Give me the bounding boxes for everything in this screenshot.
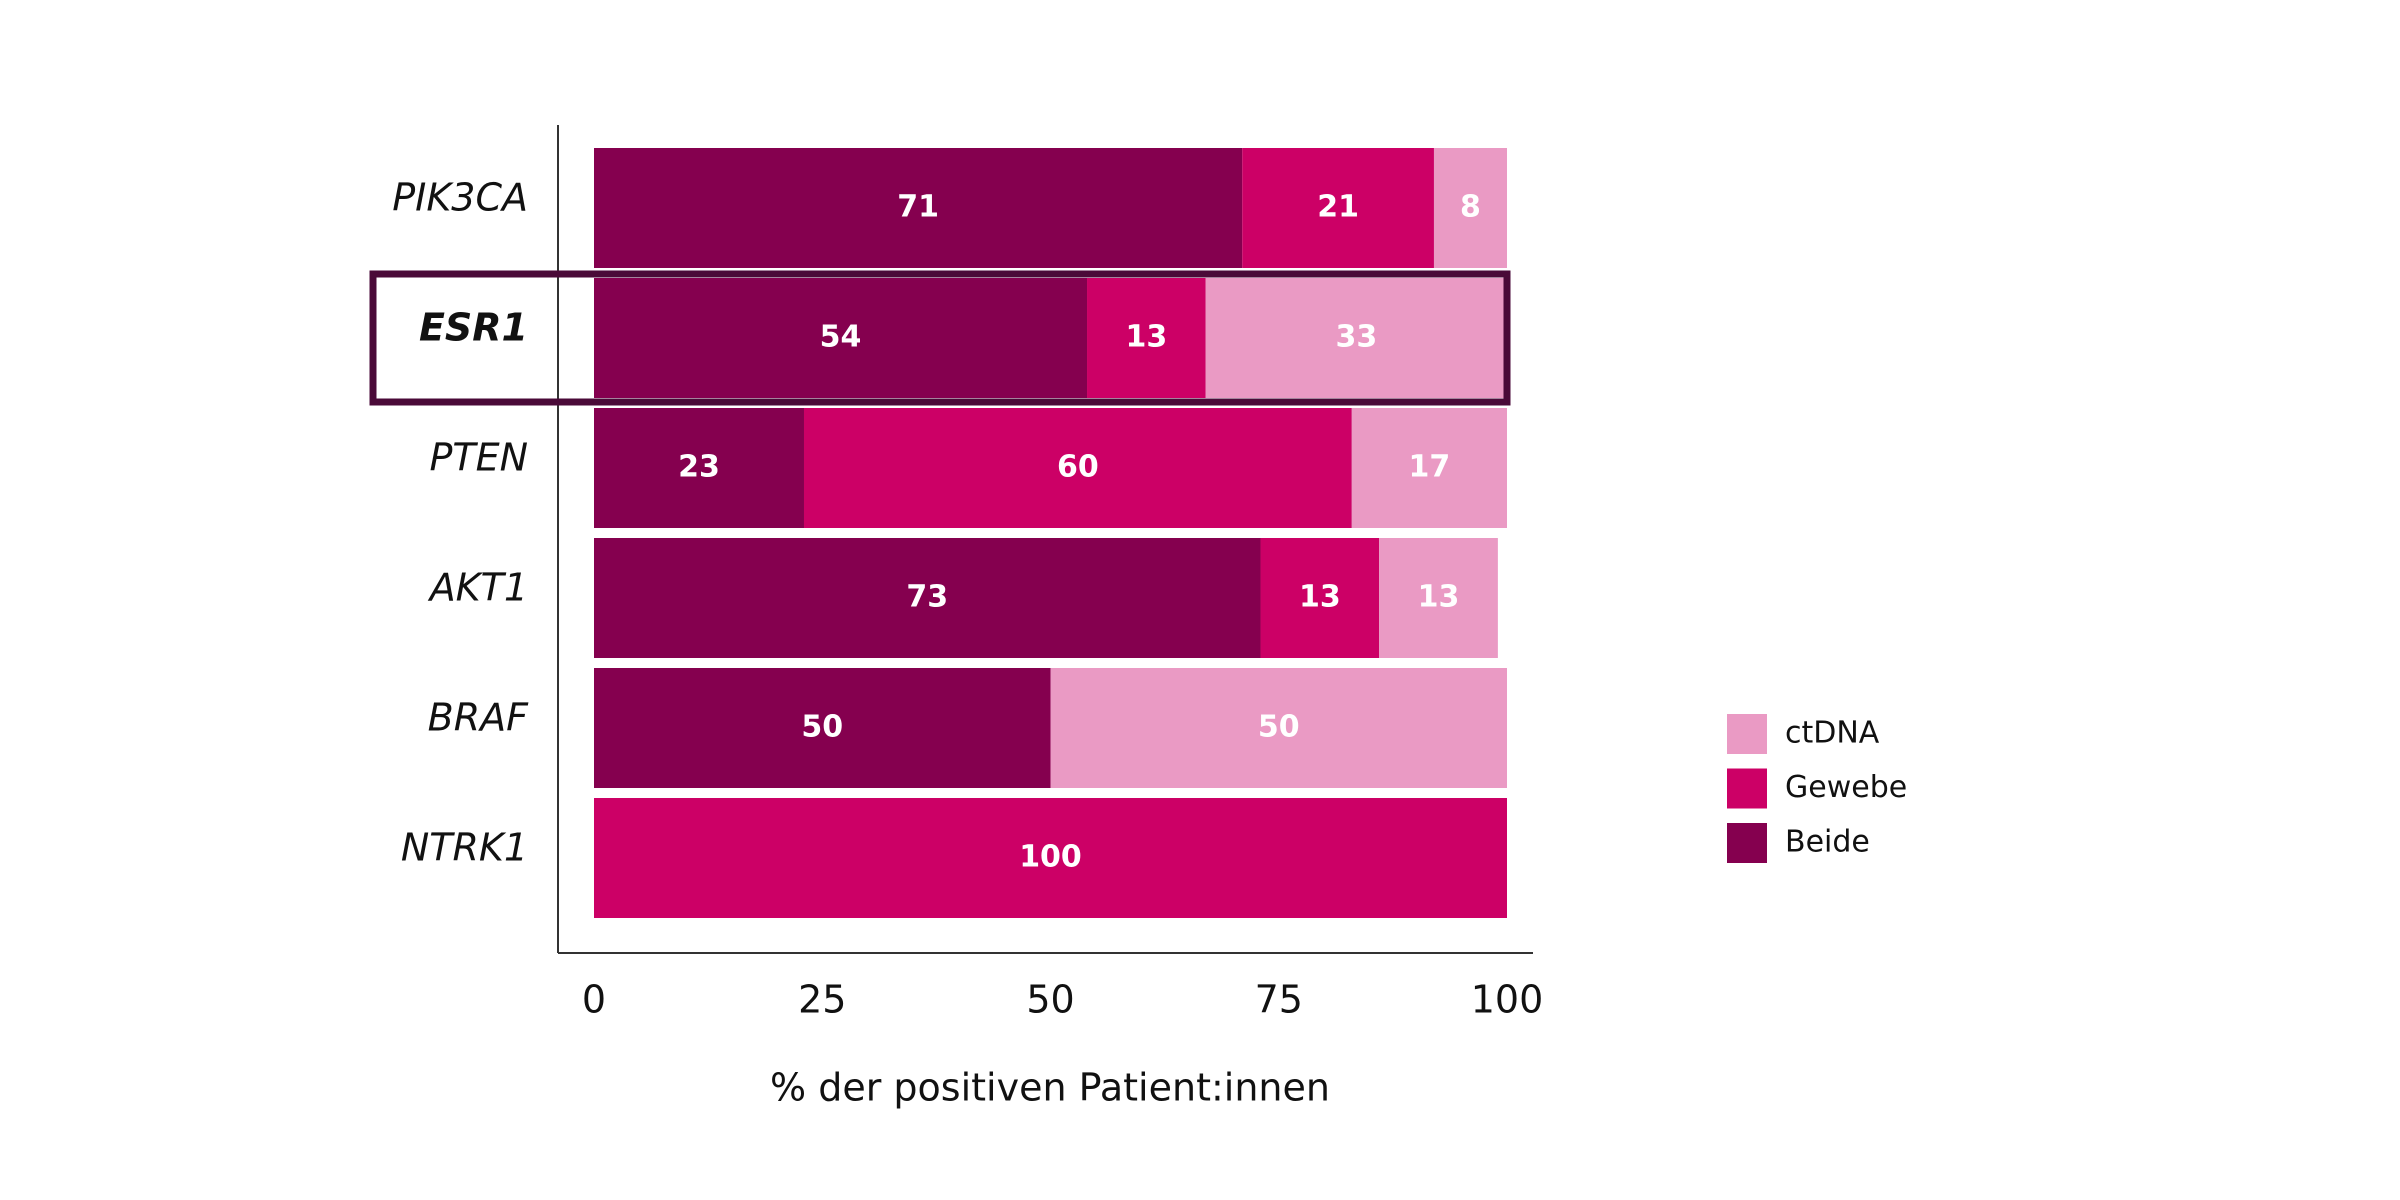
value-label: 21 [1317,190,1359,225]
value-label: 13 [1299,580,1341,615]
bar-segment [1242,148,1434,268]
value-label: 13 [1418,580,1460,615]
y-tick-label: PIK3CA [392,176,528,220]
y-tick-label: NTRK1 [401,826,528,870]
y-tick-label: AKT1 [427,566,528,610]
value-label: 71 [897,190,939,225]
bar-segment [1379,538,1498,658]
value-label: 23 [678,450,720,485]
bar-segment [1433,148,1507,268]
bar-segment [1050,668,1507,788]
legend-label: Gewebe [1785,770,1907,805]
bar-segment [1351,408,1507,528]
y-tick-label: BRAF [428,696,529,740]
x-tick-label: 50 [1026,978,1074,1022]
legend-label: Beide [1785,825,1870,860]
legend-swatch [1727,768,1767,809]
highlight-box [369,270,1511,406]
x-tick-label: 0 [582,978,606,1022]
bar-segment [594,408,804,528]
value-label: 73 [906,580,948,615]
x-axis-label: % der positiven Patient:innen [770,1066,1330,1110]
bar-segment [1260,538,1380,658]
bar-segment [1087,278,1206,398]
bar-segment [594,668,1051,788]
bar-segment [803,408,1352,528]
value-label: 100 [1019,840,1082,875]
bar-segment [594,538,1261,658]
legend-swatch [1727,823,1767,863]
value-label: 60 [1057,450,1099,485]
y-tick-label: PTEN [429,436,528,480]
x-tick-label: 75 [1255,978,1303,1022]
x-tick-label: 25 [798,978,846,1022]
value-label: 17 [1409,450,1451,485]
value-label: 33 [1335,320,1377,355]
bar-segment [594,278,1088,398]
x-tick-label: 100 [1471,978,1544,1022]
y-tick-label: ESR1 [419,306,528,350]
value-label: 54 [820,320,862,355]
legend-swatch [1727,714,1767,754]
value-label: 8 [1460,190,1481,225]
bar-segment [594,148,1243,268]
legend-label: ctDNA [1785,716,1880,751]
bar-segment [1205,278,1507,398]
bar-segment [594,798,1507,918]
value-label: 50 [801,710,843,745]
value-label: 13 [1125,320,1167,355]
value-label: 50 [1258,710,1300,745]
